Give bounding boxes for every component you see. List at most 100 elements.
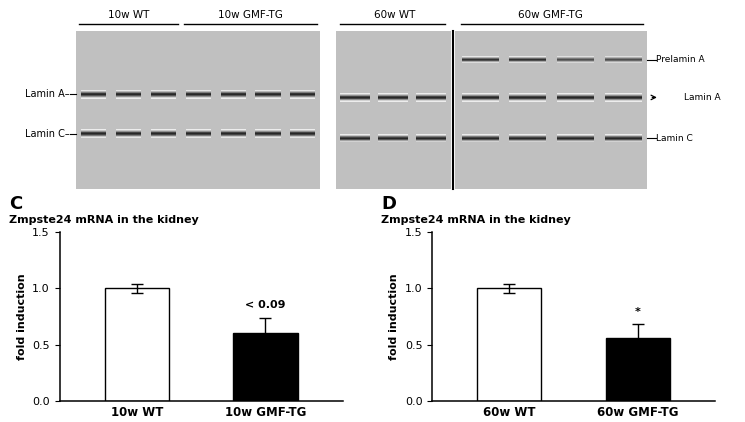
Bar xyxy=(557,136,594,137)
Bar xyxy=(604,137,641,138)
Bar xyxy=(557,100,594,101)
Bar xyxy=(221,135,246,136)
Bar xyxy=(291,135,315,136)
Bar xyxy=(557,61,594,62)
Bar xyxy=(291,93,315,94)
Bar xyxy=(151,130,176,131)
Bar xyxy=(604,59,641,60)
Bar xyxy=(416,140,446,141)
Bar xyxy=(416,136,446,137)
Bar xyxy=(104,288,169,401)
Bar xyxy=(557,56,594,57)
Bar xyxy=(256,91,281,92)
Bar xyxy=(510,97,546,98)
Bar xyxy=(221,94,246,95)
Bar xyxy=(557,59,594,60)
Bar xyxy=(256,97,281,98)
Bar xyxy=(462,93,499,94)
Bar xyxy=(604,96,641,97)
Bar xyxy=(557,99,594,100)
Bar xyxy=(604,137,641,138)
Bar xyxy=(416,100,446,101)
Bar xyxy=(557,58,594,59)
Bar xyxy=(151,133,176,134)
Bar xyxy=(336,31,451,189)
Bar xyxy=(81,132,107,133)
Bar xyxy=(81,93,107,94)
Bar xyxy=(291,130,315,131)
Bar xyxy=(510,98,546,99)
Bar xyxy=(462,62,499,63)
Bar xyxy=(557,57,594,58)
Bar xyxy=(557,138,594,139)
Bar xyxy=(291,94,315,95)
Bar xyxy=(340,95,370,96)
Bar xyxy=(151,132,176,133)
Bar xyxy=(604,99,641,100)
Bar xyxy=(416,96,446,97)
Bar xyxy=(221,133,246,134)
Bar xyxy=(340,94,370,95)
Bar xyxy=(186,91,211,92)
Bar xyxy=(221,90,246,91)
Bar xyxy=(81,96,107,97)
Bar xyxy=(604,60,641,61)
Bar xyxy=(462,61,499,62)
Bar xyxy=(416,97,446,98)
Bar xyxy=(340,140,370,141)
Bar xyxy=(116,134,141,135)
Bar xyxy=(221,98,246,99)
Bar xyxy=(510,139,546,140)
Bar xyxy=(604,58,641,59)
Bar xyxy=(116,94,141,95)
Text: Lamin C: Lamin C xyxy=(656,134,692,143)
Bar xyxy=(416,98,446,99)
Bar xyxy=(81,96,107,97)
Text: D: D xyxy=(381,195,396,213)
Bar xyxy=(221,97,246,98)
Bar xyxy=(510,101,546,102)
Bar xyxy=(462,93,499,94)
Bar xyxy=(256,93,281,94)
Bar xyxy=(116,136,141,137)
Bar xyxy=(256,137,281,138)
Bar xyxy=(462,95,499,96)
Bar xyxy=(462,138,499,139)
Bar xyxy=(510,95,546,96)
Bar xyxy=(557,62,594,63)
Bar xyxy=(604,134,641,135)
Bar xyxy=(462,96,499,97)
Bar xyxy=(604,61,641,62)
Bar xyxy=(151,136,176,137)
Bar xyxy=(340,96,370,97)
Bar xyxy=(378,94,408,95)
Bar xyxy=(81,137,107,138)
Bar xyxy=(186,90,211,91)
Bar xyxy=(116,94,141,95)
Bar xyxy=(340,139,370,140)
Bar xyxy=(151,95,176,96)
Bar xyxy=(604,57,641,58)
Bar xyxy=(462,59,499,60)
Bar xyxy=(221,137,246,138)
Bar xyxy=(151,97,176,98)
Bar xyxy=(340,134,370,135)
Bar xyxy=(510,93,546,94)
Bar xyxy=(291,96,315,97)
Bar xyxy=(151,96,176,97)
Bar xyxy=(378,96,408,97)
Bar xyxy=(604,93,641,94)
Bar xyxy=(116,93,141,94)
Bar xyxy=(221,96,246,97)
Bar xyxy=(416,141,446,142)
Bar xyxy=(510,94,546,95)
Bar xyxy=(151,91,176,92)
Bar xyxy=(378,101,408,102)
Bar xyxy=(416,99,446,100)
Bar xyxy=(76,31,320,189)
Bar xyxy=(462,57,499,58)
Bar xyxy=(604,95,641,96)
Text: Lamin A–: Lamin A– xyxy=(25,89,70,99)
Bar xyxy=(116,97,141,98)
Bar xyxy=(557,137,594,138)
